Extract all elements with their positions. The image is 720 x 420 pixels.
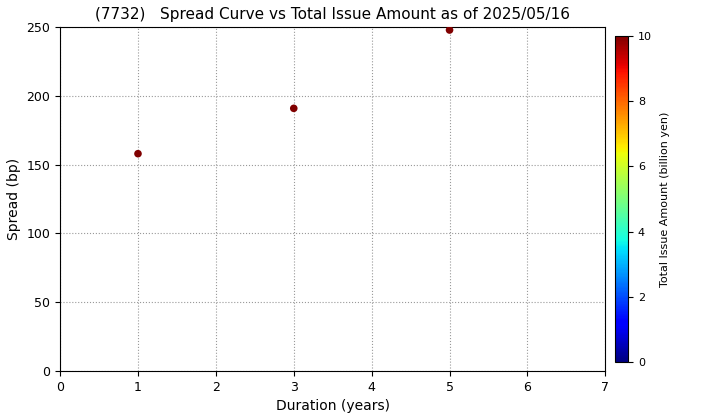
Point — [288, 105, 300, 112]
Y-axis label: Total Issue Amount (billion yen): Total Issue Amount (billion yen) — [660, 111, 670, 287]
Title: (7732)   Spread Curve vs Total Issue Amount as of 2025/05/16: (7732) Spread Curve vs Total Issue Amoun… — [95, 7, 570, 22]
Point — [444, 26, 455, 33]
Point — [132, 150, 144, 157]
X-axis label: Duration (years): Duration (years) — [276, 399, 390, 413]
Y-axis label: Spread (bp): Spread (bp) — [7, 158, 21, 240]
